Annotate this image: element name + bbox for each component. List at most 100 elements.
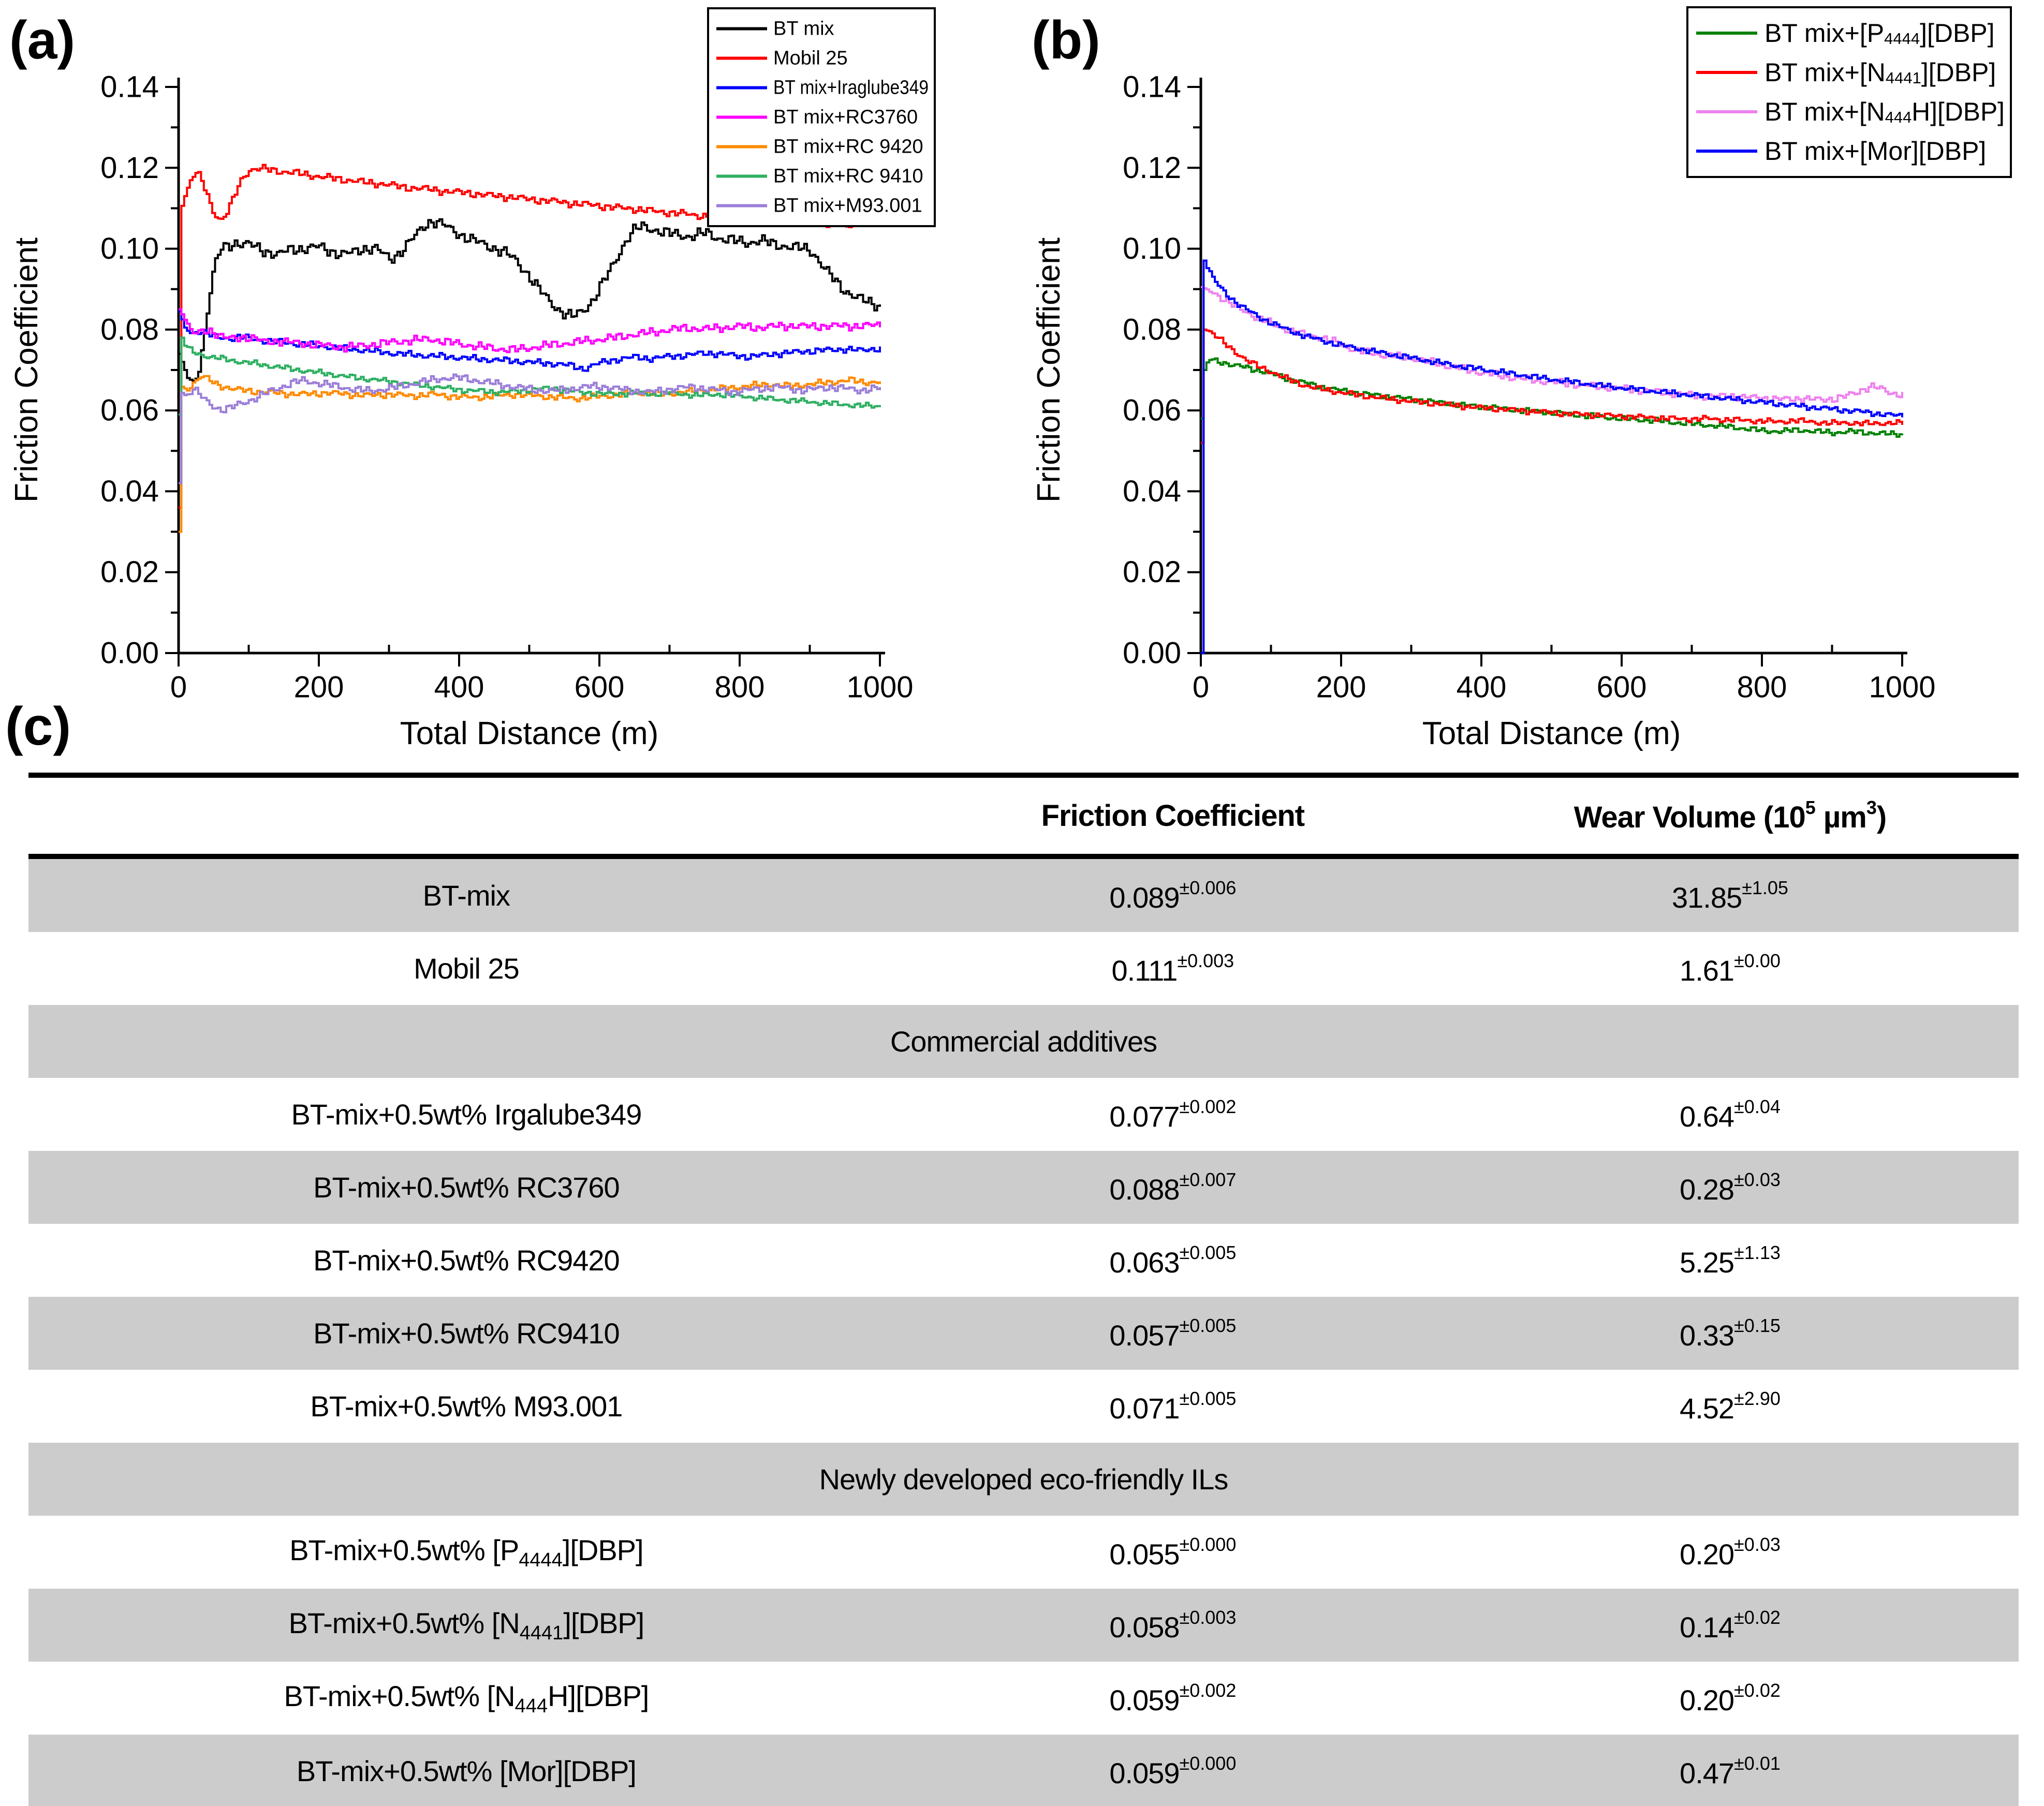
wear-volume-value: 0.28±0.03 [1680, 1168, 1781, 1206]
y-axis-title: Friction Coefficient [1031, 238, 1067, 502]
legend: BT mix Mobil 25 BT mix+Iraglube349 BT mix+R… [707, 7, 936, 227]
sample-label: BT-mix+0.5wt% M93.001 [310, 1390, 623, 1423]
legend-label: BT mix+Iraglube349 [773, 77, 929, 99]
y-tick-label: 0.08 [1123, 313, 1181, 346]
table-row: BT-mix+0.5wt% RC3760 0.088±0.007 0.28±0.03 [28, 1151, 2019, 1224]
results-table: Friction Coefficient Wear Volume (105 µm3… [28, 773, 2019, 1806]
legend-item: BT mix+RC 9420 [716, 136, 923, 158]
legend-item: Mobil 25 [716, 48, 848, 69]
y-tick-label: 0.10 [1123, 232, 1181, 265]
sample-label: Mobil 25 [414, 952, 520, 985]
friction-coefficient-value: 0.111±0.003 [1111, 950, 1234, 987]
friction-coefficient-value: 0.088±0.007 [1109, 1168, 1237, 1206]
y-tick-label: 0.06 [100, 394, 159, 427]
y-tick-label: 0.12 [100, 151, 159, 185]
friction-coefficient-value: 0.077±0.002 [1109, 1096, 1237, 1133]
table-row: BT-mix+0.5wt% [N4441][DBP] 0.058±0.003 0.1… [28, 1589, 2019, 1662]
y-tick-label: 0.02 [100, 555, 159, 589]
legend-item: BT mix+RC3760 [716, 107, 918, 128]
legend-item: BT mix [716, 18, 834, 40]
y-tick-label: 0.14 [1123, 70, 1181, 104]
legend-label: BT mix+RC 9410 [773, 166, 923, 187]
x-tick-label: 800 [715, 671, 765, 704]
table-row: BT-mix+0.5wt% [Mor][DBP] 0.059±0.000 0.47±… [28, 1735, 2019, 1806]
y-tick-label: 0.06 [1123, 394, 1181, 427]
y-tick-label: 0.04 [100, 475, 159, 508]
sample-label: BT-mix+0.5wt% [P4444][DBP] [289, 1533, 643, 1571]
x-axis-title: Total Distance (m) [400, 716, 659, 751]
sample-label: BT-mix+0.5wt% [Mor][DBP] [296, 1755, 637, 1787]
table-header-row: Friction Coefficient Wear Volume (105 µm3… [28, 775, 2019, 859]
x-tick-label: 800 [1737, 671, 1787, 704]
section-label: Commercial additives [890, 1025, 1157, 1058]
y-tick-label: 0.00 [1123, 636, 1181, 670]
y-tick-label: 0.00 [100, 636, 159, 670]
sample-label: BT-mix+0.5wt% Irgalube349 [291, 1098, 642, 1131]
y-tick-label: 0.02 [1123, 555, 1181, 589]
friction-coefficient-value: 0.089±0.006 [1109, 877, 1237, 914]
table-row: BT-mix+0.5wt% [N444H][DBP] 0.059±0.002 0.2… [28, 1662, 2019, 1735]
wear-volume-value: 0.14±0.02 [1680, 1606, 1781, 1644]
series-line-BT mix+M93.001 [179, 373, 881, 484]
table-row: BT-mix+0.5wt% Irgalube349 0.077±0.002 0.64… [28, 1078, 2019, 1151]
table-row: BT-mix+0.5wt% M93.001 0.071±0.005 4.52±2.9… [28, 1370, 2019, 1443]
legend-label: BT mix+[Mor][DBP] [1764, 137, 1986, 166]
x-tick-label: 200 [1316, 671, 1366, 704]
friction-coefficient-value: 0.059±0.000 [1109, 1752, 1237, 1789]
x-tick-label: 400 [1457, 671, 1507, 704]
table-row: BT-mix 0.089±0.006 31.85±1.05 [28, 856, 2019, 932]
sample-label: BT-mix [422, 879, 510, 912]
axes [177, 78, 885, 655]
y-tick-label: 0.08 [100, 313, 159, 346]
legend-label: BT mix+[N444H][DBP] [1764, 97, 2005, 126]
x-tick-label: 600 [575, 671, 625, 704]
legend-label: BT mix [773, 18, 834, 40]
legend-label: BT mix+RC3760 [773, 107, 918, 128]
legend-item: BT mix+RC 9410 [716, 166, 923, 187]
section-row: Newly developed eco-friendly ILs [28, 1443, 2019, 1516]
x-tick-label: 600 [1597, 671, 1647, 704]
x-tick-label: 200 [294, 671, 344, 704]
y-tick-label: 0.12 [1123, 151, 1181, 185]
wear-volume-value: 1.61±0.00 [1680, 950, 1781, 987]
section-label: Newly developed eco-friendly ILs [819, 1463, 1229, 1496]
legend-label: BT mix+[N4441][DBP] [1764, 58, 1996, 87]
legend-item: BT mix+[N444H][DBP] [1696, 97, 2005, 126]
table-row: BT-mix+0.5wt% RC9410 0.057±0.005 0.33±0.15 [28, 1297, 2019, 1370]
friction-coefficient-value: 0.059±0.002 [1109, 1679, 1237, 1716]
y-tick-label: 0.10 [100, 232, 159, 265]
legend-item: BT mix+[N4441][DBP] [1696, 58, 1996, 87]
table-row: Mobil 25 0.111±0.003 1.61±0.00 [28, 932, 2019, 1005]
wear-volume-value: 0.64±0.04 [1680, 1096, 1781, 1133]
table-head: Friction Coefficient Wear Volume (105 µm3… [28, 775, 2019, 859]
series-line-BT mix+RC3760 [179, 308, 881, 353]
series-line-BT mix [179, 218, 881, 382]
legend-label: Mobil 25 [773, 48, 848, 69]
legend-item: BT mix+[P4444][DBP] [1696, 19, 1995, 48]
wear-volume-value: 4.52±2.90 [1680, 1387, 1781, 1425]
friction-coefficient-value: 0.057±0.005 [1109, 1314, 1237, 1352]
sample-label: BT-mix+0.5wt% RC3760 [313, 1171, 620, 1204]
wear-volume-value: 0.20±0.02 [1680, 1679, 1781, 1716]
sample-label: BT-mix+0.5wt% [N444H][DBP] [284, 1679, 650, 1717]
series-line-BT mix+[N4441][DBP] [1201, 328, 1903, 444]
series-line-BT mix+Iraglube349 [179, 310, 881, 372]
x-axis-title: Total Distance (m) [1422, 716, 1681, 751]
legend-label: BT mix+M93.001 [773, 195, 922, 217]
column-header: Wear Volume (105 µm3) [1441, 775, 2019, 859]
legend-item: BT mix+M93.001 [716, 195, 922, 217]
x-tick-label: 1000 [846, 671, 913, 704]
panel-c-label: (c) [5, 697, 71, 757]
legend-item: BT mix+Iraglube349 [716, 77, 929, 99]
sample-label: BT-mix+0.5wt% [N4441][DBP] [288, 1606, 644, 1644]
wear-volume-value: 5.25±1.13 [1680, 1241, 1781, 1279]
wear-volume-value: 0.47±0.01 [1680, 1752, 1781, 1789]
friction-coefficient-value: 0.055±0.000 [1109, 1533, 1237, 1571]
y-tick-label: 0.04 [1123, 475, 1181, 508]
section-row: Commercial additives [28, 1005, 2019, 1078]
sample-label: BT-mix+0.5wt% RC9410 [313, 1317, 620, 1350]
series-line-BT mix+[Mor][DBP] [1201, 259, 1903, 654]
friction-chart-b: 0.00 0.02 0.04 0.06 0.08 0.10 0.12 0.14 0 200 400 6… [1031, 6, 2012, 751]
table-row: BT-mix+0.5wt% [P4444][DBP] 0.055±0.000 0.2… [28, 1516, 2019, 1589]
table-row: BT-mix+0.5wt% RC9420 0.063±0.005 5.25±1.13 [28, 1224, 2019, 1297]
